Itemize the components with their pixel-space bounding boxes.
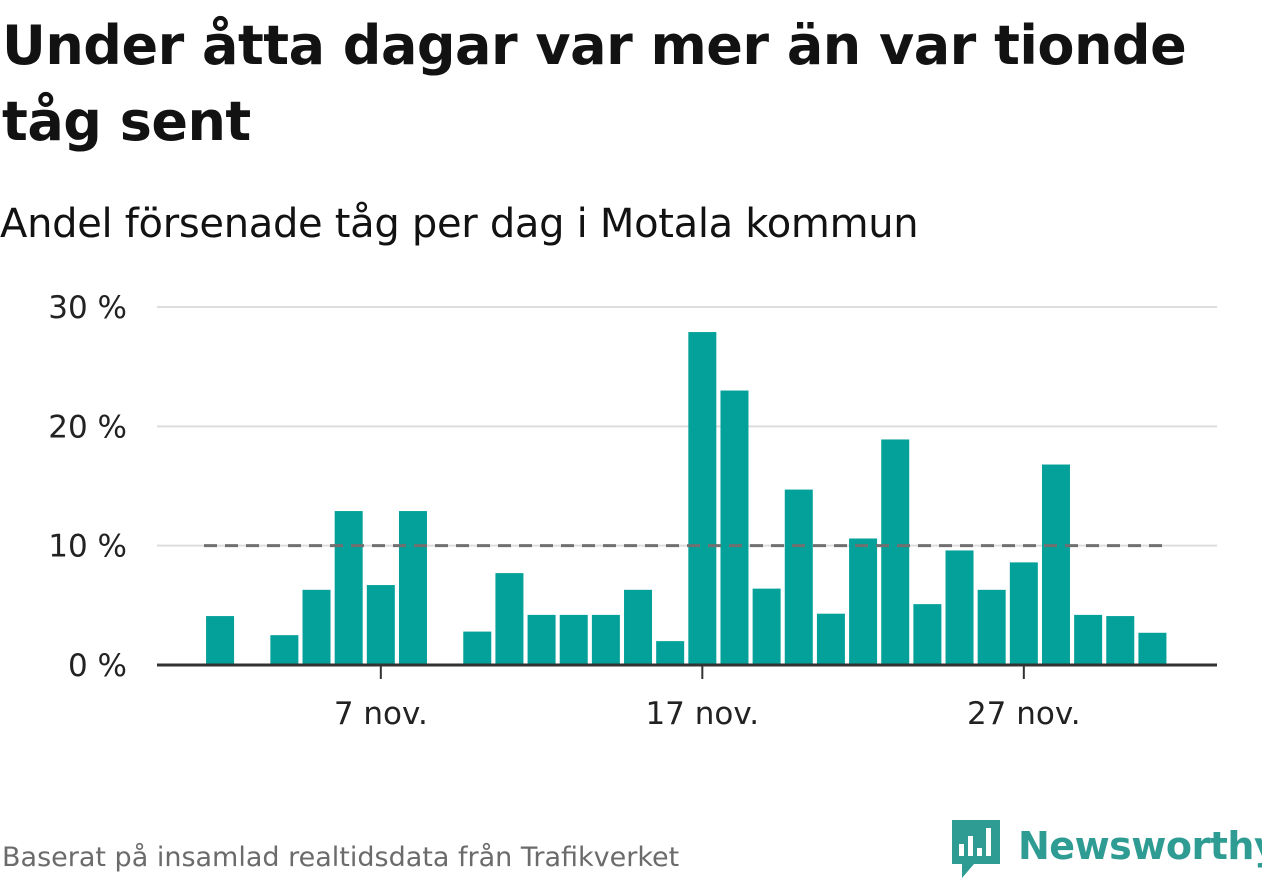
newsworthy-logo-icon xyxy=(952,820,1000,878)
y-tick-label: 20 % xyxy=(48,409,127,445)
bar xyxy=(656,641,685,665)
bar xyxy=(463,631,492,665)
bar xyxy=(1041,464,1070,665)
bar xyxy=(559,614,588,665)
source-note: Baserat på insamlad realtidsdata från Tr… xyxy=(2,842,680,873)
x-axis-labels: 7 nov. 17 nov. 27 nov. xyxy=(334,696,1081,732)
bar xyxy=(688,332,717,665)
bar xyxy=(977,589,1006,665)
bar xyxy=(1074,614,1103,665)
bars xyxy=(206,332,1167,665)
newsworthy-logo[interactable]: Newsworthy xyxy=(950,818,1262,880)
x-tick-label: 27 nov. xyxy=(967,696,1081,732)
bar xyxy=(495,573,524,665)
y-axis-labels: 0 % 10 % 20 % 30 % xyxy=(48,290,127,684)
y-tick-label: 0 % xyxy=(68,648,127,684)
chart-title: Under åtta dagar var mer än var tionde t… xyxy=(2,14,1187,153)
chart-subtitle: Andel försenade tåg per dag i Motala kom… xyxy=(0,201,919,247)
bar xyxy=(752,588,781,665)
bar xyxy=(945,550,974,665)
bar xyxy=(913,604,942,665)
bar xyxy=(1009,562,1038,665)
bar xyxy=(881,439,910,665)
bar xyxy=(302,589,331,665)
bar xyxy=(206,616,235,665)
bar xyxy=(624,589,653,665)
bar xyxy=(1138,632,1167,665)
x-axis xyxy=(157,663,1217,679)
newsworthy-logo-text: Newsworthy xyxy=(1018,824,1262,868)
bar xyxy=(591,614,620,665)
bar xyxy=(784,489,813,665)
y-tick-label: 10 % xyxy=(48,529,127,565)
bar xyxy=(849,538,878,665)
bar xyxy=(1106,616,1135,665)
bar xyxy=(398,511,427,665)
bar xyxy=(720,390,749,665)
bar xyxy=(270,635,299,665)
bar xyxy=(816,613,845,665)
y-tick-label: 30 % xyxy=(48,290,127,326)
bar xyxy=(334,511,363,665)
bar xyxy=(527,614,556,665)
bar xyxy=(366,585,395,665)
x-tick-label: 7 nov. xyxy=(334,696,428,732)
x-tick-label: 17 nov. xyxy=(645,696,759,732)
